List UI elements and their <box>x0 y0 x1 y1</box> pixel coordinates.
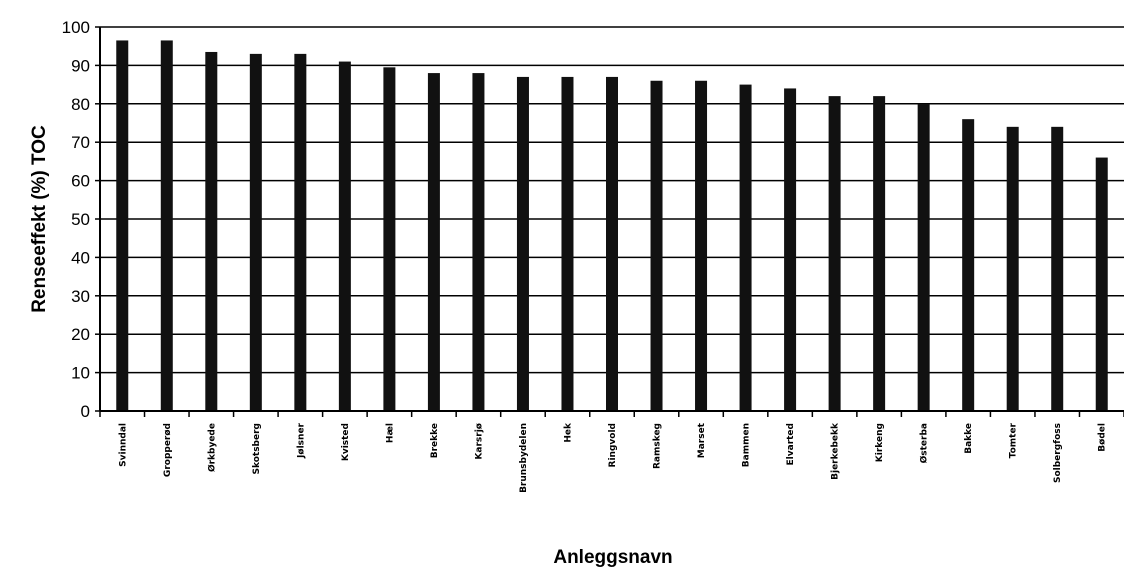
bar <box>917 103 930 412</box>
category-label: Hæl <box>385 423 395 443</box>
bar <box>516 76 529 412</box>
bar <box>383 67 396 411</box>
category-label: Ramskeg <box>653 423 663 469</box>
y-tick-label: 80 <box>71 95 90 114</box>
bars <box>116 40 1108 412</box>
bar <box>650 80 663 411</box>
y-tick-label: 10 <box>71 364 90 383</box>
category-label: Solbergfoss <box>1053 423 1063 483</box>
category-label: Kvisted <box>341 423 351 461</box>
bar <box>205 51 218 412</box>
y-tick-label: 100 <box>62 18 90 37</box>
category-label: Bakke <box>964 423 974 454</box>
category-label: Hek <box>563 422 573 443</box>
bar <box>828 96 841 412</box>
y-tick-label: 50 <box>71 210 90 229</box>
bar <box>1006 126 1019 411</box>
y-tick-label: 60 <box>71 172 90 191</box>
category-label: Svinndal <box>118 423 128 467</box>
bar <box>338 61 351 412</box>
category-label: Bammen <box>742 423 752 467</box>
bar <box>116 40 129 411</box>
plot-area: 0 10 20 30 40 50 60 70 80 90 100 Svinndal Gropperød… <box>62 18 1124 493</box>
bar <box>873 96 886 412</box>
category-label: Brekke <box>430 423 440 458</box>
y-tick-label: 90 <box>71 56 90 75</box>
category-label: Tomter <box>1009 422 1019 458</box>
bar <box>606 76 618 412</box>
bar <box>472 73 485 411</box>
bar <box>249 53 262 411</box>
bar <box>1095 157 1108 411</box>
category-label: Jølsner <box>296 422 306 458</box>
bar <box>784 88 797 411</box>
bar <box>1051 126 1064 411</box>
category-label: Ringvold <box>608 423 618 467</box>
y-axis-title: Renseeffekt (%) TOC <box>29 125 50 313</box>
bar <box>561 76 574 412</box>
bar <box>962 119 975 411</box>
bar <box>294 53 307 411</box>
bar <box>739 84 752 411</box>
category-label: Elvarted <box>786 423 796 465</box>
y-tick-label: 40 <box>71 248 90 267</box>
x-tick-marks <box>99 411 1124 417</box>
bar <box>427 73 440 411</box>
category-label: Bødel <box>1098 423 1108 452</box>
category-label: Kirkeng <box>875 423 885 462</box>
y-tick-labels: 0 10 20 30 40 50 60 70 80 90 100 <box>62 18 100 421</box>
category-label: Marset <box>697 422 707 458</box>
bar <box>160 40 173 411</box>
category-label: Østerba <box>919 423 930 463</box>
y-tick-label: 20 <box>71 325 90 344</box>
category-label: Brunsbydelen <box>519 423 529 493</box>
y-tick-label: 70 <box>71 133 90 152</box>
y-tick-label: 30 <box>71 287 90 306</box>
x-tick-labels: Svinndal Gropperød Ørkbyede Skotsberg Jølsne… <box>118 422 1107 493</box>
bar <box>695 80 708 411</box>
category-label: Gropperød <box>163 423 173 477</box>
category-label: Skotsberg <box>252 423 262 475</box>
category-label: Ørkbyede <box>206 423 217 472</box>
category-label: Bjerkebekk <box>831 422 841 480</box>
y-tick-label: 0 <box>81 402 90 421</box>
x-axis-title: Anleggsnavn <box>553 547 672 568</box>
category-label: Karsrjø <box>474 423 484 460</box>
